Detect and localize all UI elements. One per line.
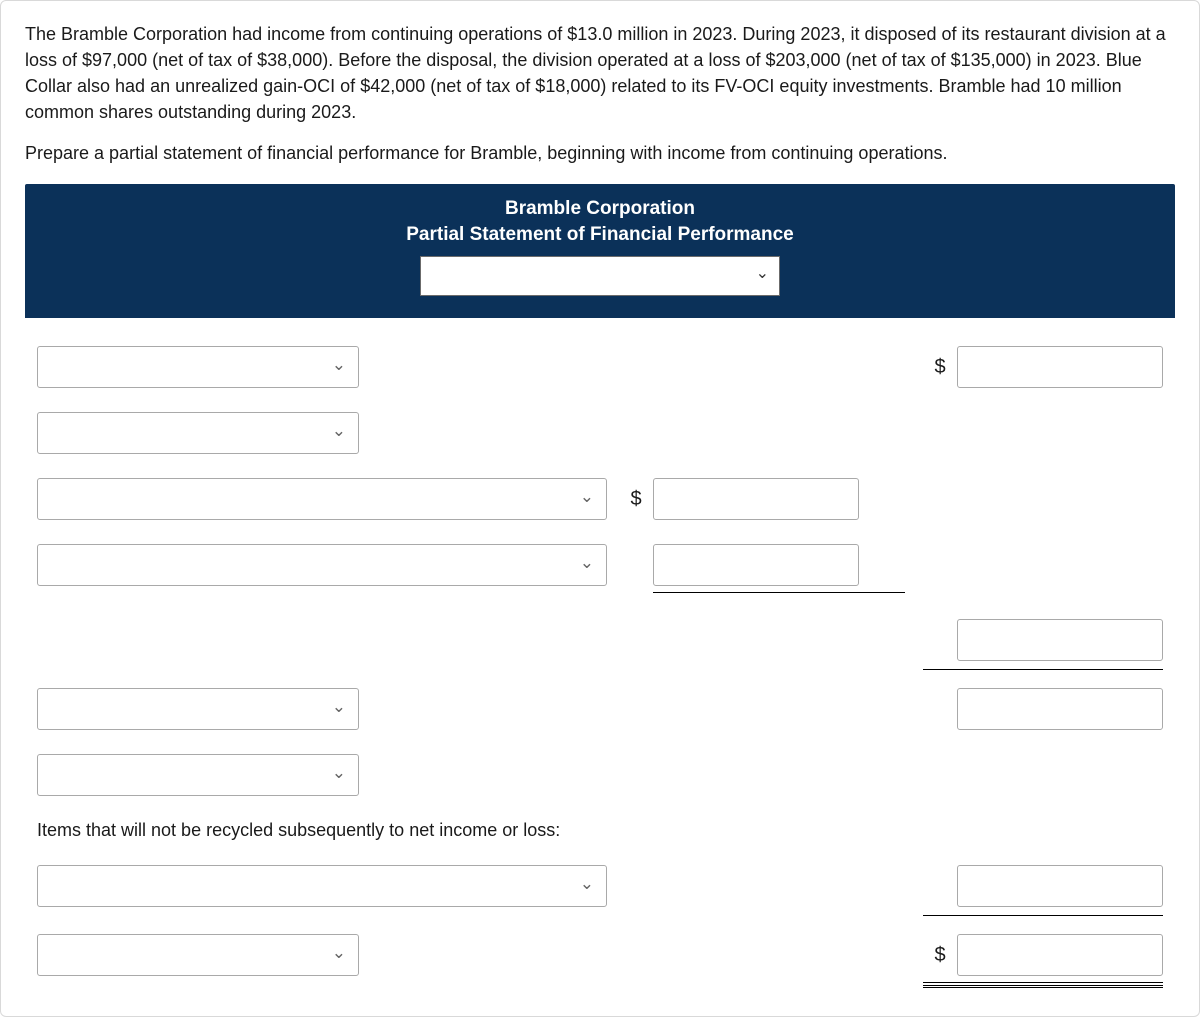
line-row [37,619,1163,661]
account-select[interactable] [37,346,359,388]
line-row [37,544,1163,586]
subtotal-rule [37,669,1163,670]
statement-header: Bramble Corporation Partial Statement of… [25,184,1175,318]
amount-input[interactable] [957,934,1163,976]
amount-input[interactable] [957,619,1163,661]
amount-input[interactable] [653,478,859,520]
account-select-wide[interactable] [37,544,607,586]
statement-title: Partial Statement of Financial Performan… [25,224,1175,246]
line-row [37,754,1163,796]
line-row [37,865,1163,907]
account-select-wide[interactable] [37,478,607,520]
not-recycled-label: Items that will not be recycled subseque… [37,820,560,841]
currency-symbol: $ [629,488,643,511]
account-select-wide[interactable] [37,865,607,907]
account-select[interactable] [37,688,359,730]
line-row: $ [37,478,1163,520]
amount-input[interactable] [653,544,859,586]
amount-input[interactable] [957,688,1163,730]
statement-body: $ $ [25,346,1175,988]
account-select[interactable] [37,934,359,976]
instruction-text: Prepare a partial statement of financial… [25,143,1175,164]
company-name: Bramble Corporation [25,198,1175,220]
period-select[interactable] [420,256,780,296]
line-row [37,412,1163,454]
currency-symbol: $ [933,356,947,379]
currency-symbol: $ [933,944,947,967]
worksheet-container: The Bramble Corporation had income from … [0,0,1200,1017]
line-row: $ [37,346,1163,388]
amount-input[interactable] [957,865,1163,907]
amount-input[interactable] [957,346,1163,388]
section-label-row: Items that will not be recycled subseque… [37,820,1163,841]
account-select[interactable] [37,412,359,454]
line-row: $ [37,934,1163,976]
subtotal-rule [37,915,1163,916]
subtotal-rule [37,592,1163,593]
total-rule [37,982,1163,988]
account-select[interactable] [37,754,359,796]
line-row [37,688,1163,730]
problem-paragraph: The Bramble Corporation had income from … [25,21,1175,125]
